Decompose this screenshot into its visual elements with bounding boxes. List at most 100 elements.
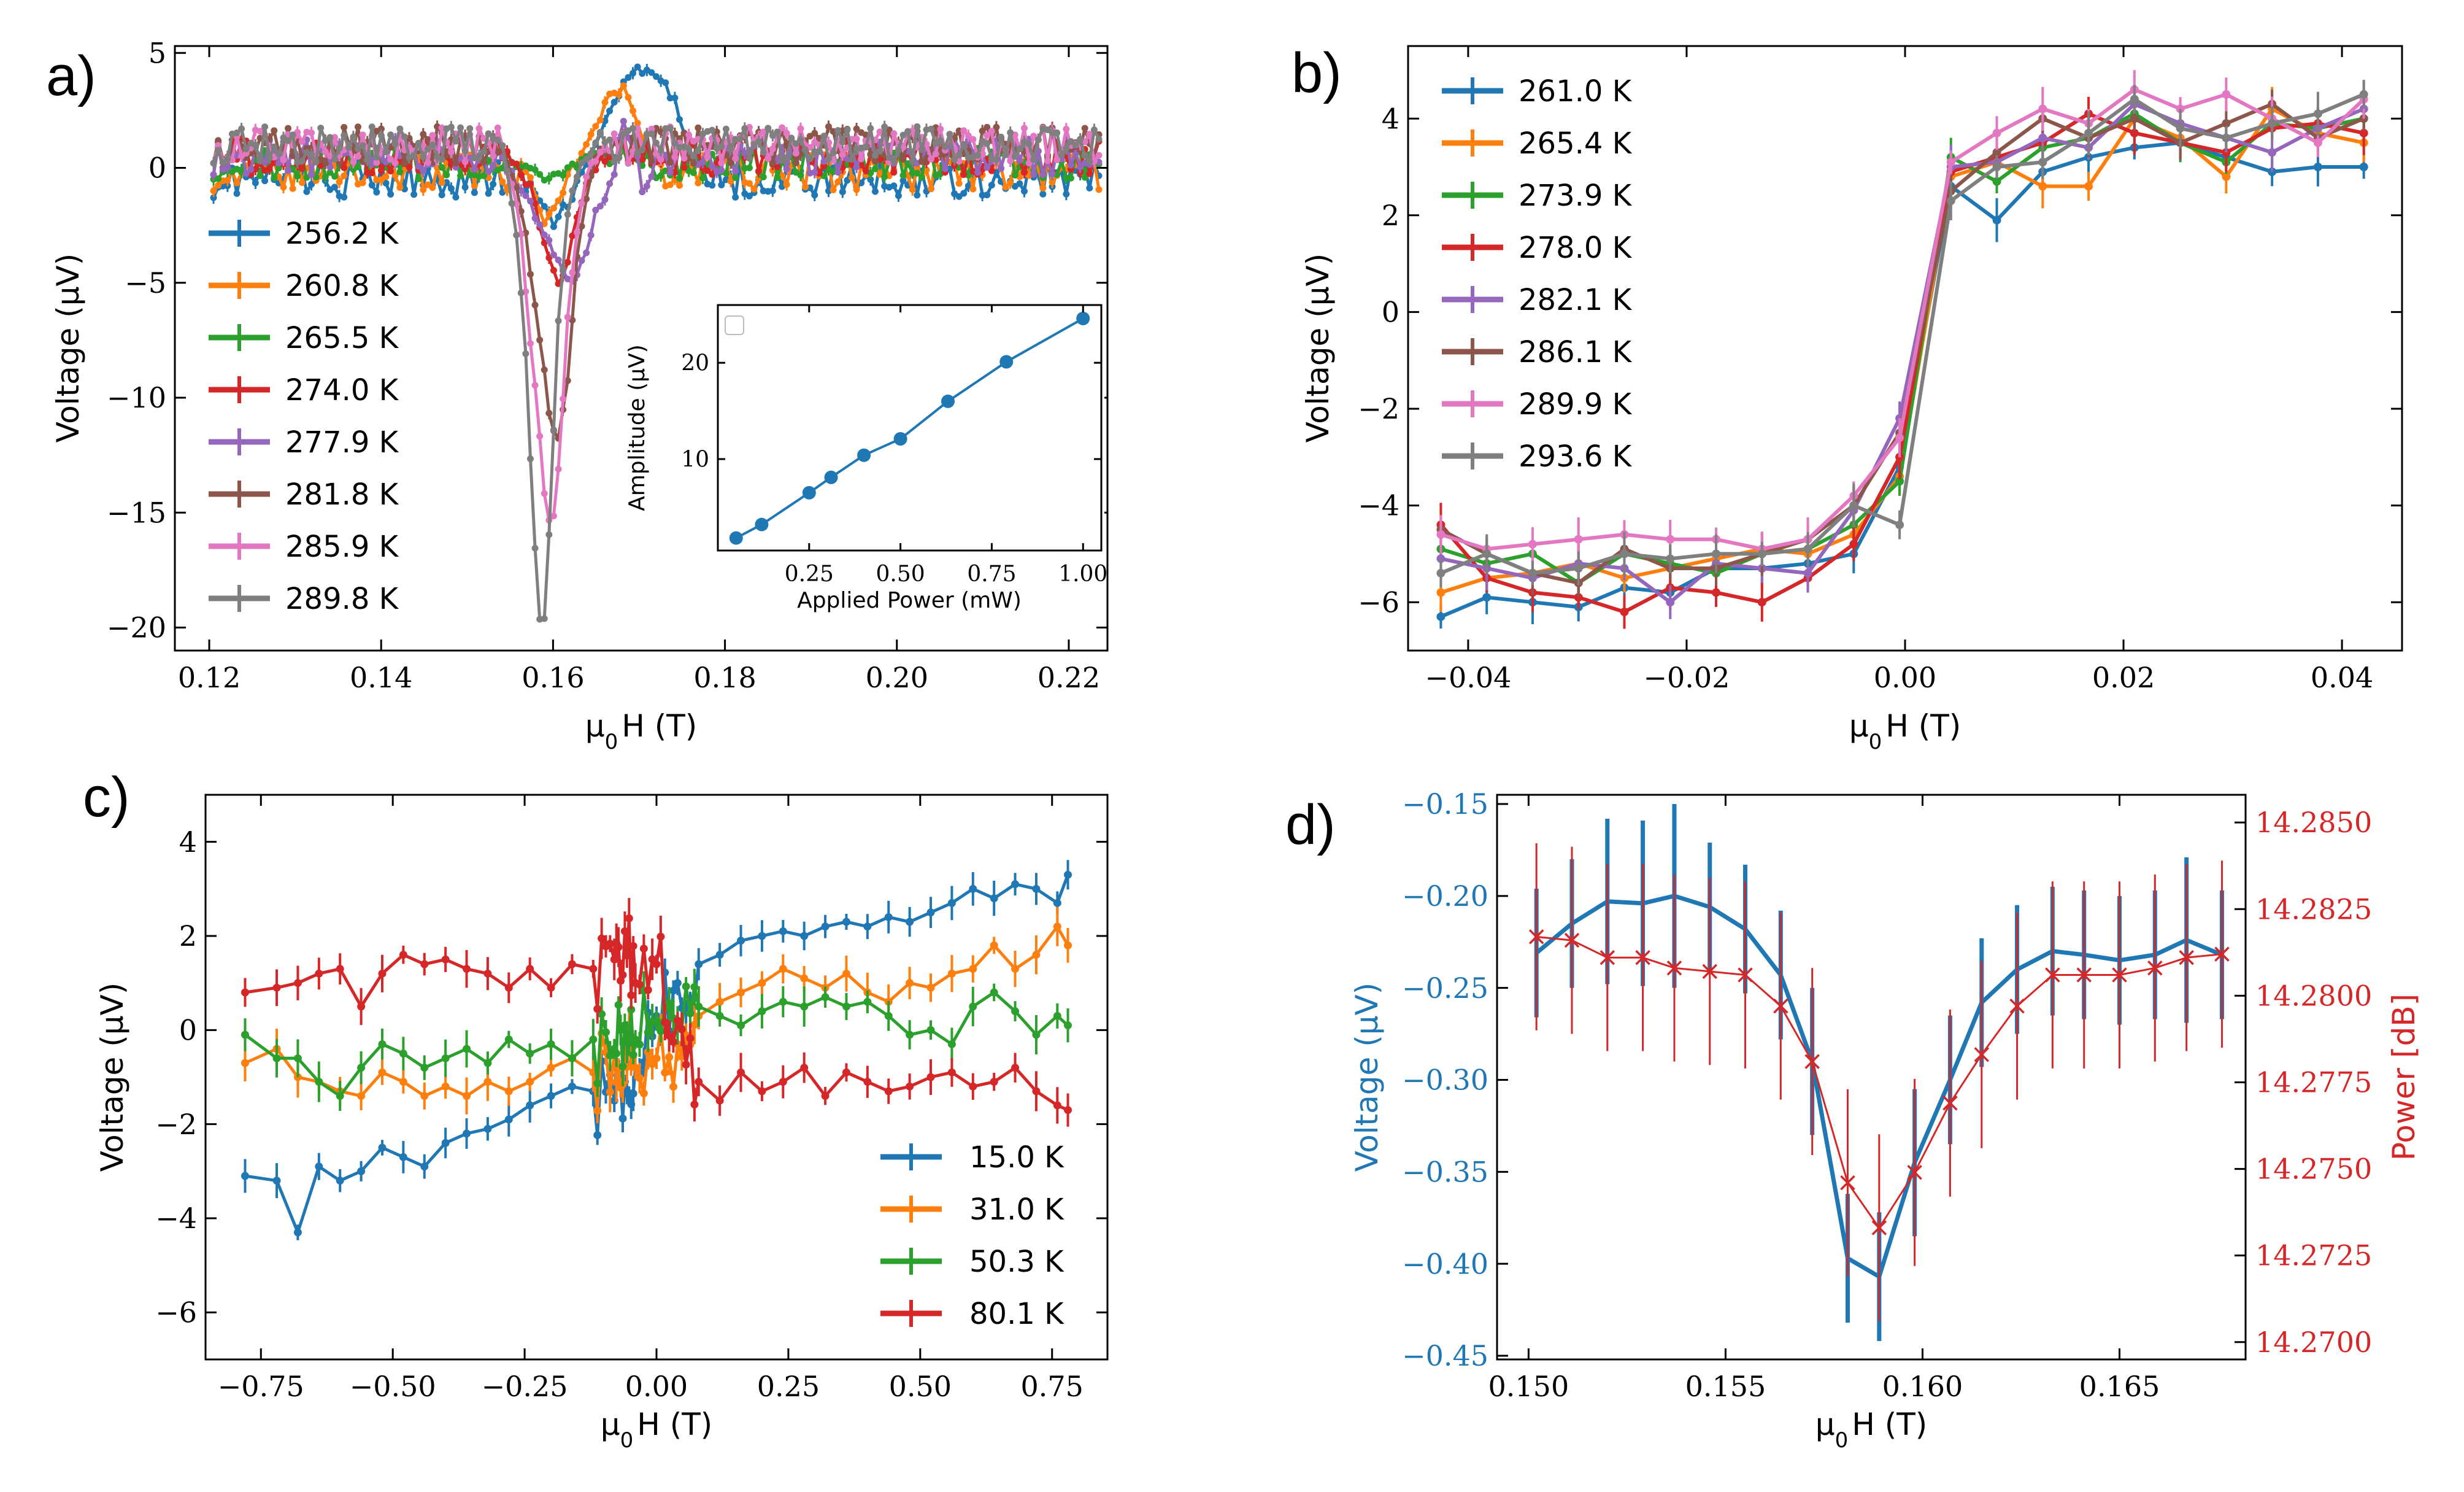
panel-a-label: a)	[46, 45, 96, 107]
data-point	[1034, 136, 1042, 144]
data-point	[336, 965, 344, 973]
data-point	[695, 147, 702, 155]
data-point	[661, 1018, 669, 1027]
data-point	[280, 156, 287, 163]
data-point	[1064, 941, 1072, 949]
data-point	[441, 955, 450, 964]
y-tick-label: 0	[1382, 296, 1399, 329]
data-point	[483, 969, 492, 978]
legend-item: 256.2 K	[209, 217, 399, 251]
data-point	[695, 1078, 703, 1086]
data-point	[998, 165, 1005, 172]
y-tick-label: 0	[148, 152, 166, 185]
data-point	[1032, 884, 1041, 893]
data-point	[709, 163, 716, 170]
data-point	[526, 174, 534, 181]
data-point	[1077, 136, 1084, 143]
data-point	[601, 1028, 610, 1037]
data-point	[665, 1032, 674, 1040]
data-point	[494, 136, 501, 144]
data-point	[797, 171, 804, 179]
data-point	[589, 1035, 598, 1044]
data-point	[415, 175, 422, 182]
legend-label-b-4: 278.0 K	[1519, 231, 1633, 265]
y-tick-label: −0.35	[1402, 1155, 1488, 1188]
data-point	[727, 177, 734, 185]
data-point	[618, 971, 627, 980]
data-point	[1053, 922, 1061, 931]
x-tick-label: −0.75	[218, 1370, 304, 1403]
data-point	[589, 965, 598, 973]
power-marker	[1528, 929, 1544, 945]
legend-label-a-5: 277.9 K	[285, 425, 399, 460]
data-point	[438, 179, 445, 186]
data-point	[2268, 148, 2277, 157]
data-point	[758, 979, 766, 988]
data-point	[550, 512, 557, 520]
data-point	[690, 152, 697, 160]
legend-label-b-3: 273.9 K	[1519, 179, 1633, 213]
data-point	[1032, 1030, 1041, 1039]
data-point	[890, 169, 898, 176]
data-point	[2222, 90, 2231, 99]
data-point	[382, 149, 390, 156]
data-point	[336, 1177, 344, 1185]
data-point	[1528, 539, 1537, 549]
data-point	[1095, 136, 1103, 143]
data-point	[357, 1167, 366, 1175]
data-point	[666, 125, 674, 132]
data-point	[410, 191, 418, 198]
data-point	[685, 131, 693, 139]
data-point	[895, 146, 902, 153]
y-tick-label: −10	[107, 381, 166, 414]
data-point	[969, 884, 977, 893]
x-tick-label: −0.02	[1643, 661, 1730, 694]
series-line-50-3-K	[244, 984, 1069, 1098]
legend-item: 278.0 K	[1442, 231, 1633, 265]
data-point	[1002, 184, 1009, 191]
data-point	[531, 166, 539, 174]
data-point	[783, 165, 790, 172]
data-point	[2222, 133, 2231, 142]
data-point	[955, 180, 963, 187]
data-point	[555, 465, 562, 473]
data-point	[890, 182, 898, 190]
y-right-tick-label: 14.2825	[2255, 892, 2372, 926]
data-point	[737, 988, 745, 997]
data-point	[357, 1064, 366, 1072]
data-point	[377, 167, 385, 174]
data-point	[401, 159, 408, 166]
data-point	[969, 1082, 977, 1091]
data-point	[357, 1092, 366, 1100]
legend-label-b-2: 265.4 K	[1519, 126, 1633, 161]
x-tick-label: −0.50	[350, 1370, 436, 1403]
data-point	[914, 123, 921, 130]
data-point	[1992, 148, 2001, 157]
data-point	[629, 107, 637, 115]
data-point	[560, 189, 567, 196]
legend-item: 265.4 K	[1442, 126, 1633, 161]
data-point	[596, 116, 604, 123]
x-tick-label: 0.25	[785, 562, 834, 587]
data-point	[420, 168, 427, 175]
data-point	[550, 204, 557, 212]
data-point	[289, 131, 296, 139]
power-marker	[2009, 999, 2025, 1014]
data-point	[1064, 1021, 1072, 1030]
panel-a: a) 0.12 0.14 0.16 0.18 0.20 0.22 5 0 −5 −10 −15 −20…	[46, 36, 1109, 754]
inset-series-group	[729, 311, 1090, 545]
power-marker	[1840, 1175, 1855, 1191]
power-marker	[2147, 960, 2163, 976]
data-point	[373, 153, 380, 161]
data-point	[895, 192, 902, 199]
data-point	[503, 167, 510, 174]
data-point	[463, 965, 471, 973]
panel-c-legend: 15.0 K 31.0 K 50.3 K 80.1 K	[880, 1140, 1065, 1331]
y-tick-label: −2	[155, 1108, 197, 1141]
data-point	[648, 125, 655, 133]
data-point	[1803, 544, 1812, 554]
data-point	[578, 150, 585, 157]
data-point	[560, 172, 567, 179]
data-point	[937, 125, 944, 133]
data-point	[2359, 128, 2368, 137]
